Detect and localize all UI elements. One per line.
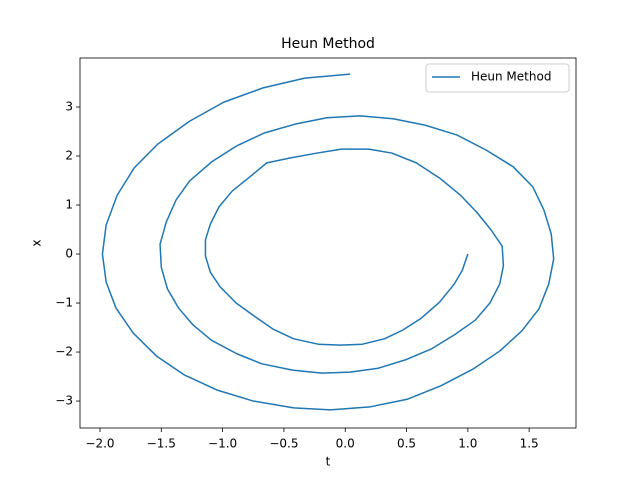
chart-title: Heun Method <box>281 36 375 52</box>
x-axis-label: t <box>326 455 331 469</box>
x-tick-label: 0.0 <box>336 437 355 451</box>
y-tick-label: 0 <box>65 247 73 261</box>
y-tick-label: 2 <box>65 149 73 163</box>
x-tick-label: −2.0 <box>85 437 114 451</box>
y-tick-label: −3 <box>55 394 73 408</box>
x-tick-label: −1.5 <box>147 437 176 451</box>
y-tick-label: −1 <box>55 296 73 310</box>
x-tick-label: −1.0 <box>208 437 237 451</box>
y-tick-label: −2 <box>55 345 73 359</box>
x-tick-label: 0.5 <box>397 437 416 451</box>
x-tick-label: 1.0 <box>458 437 477 451</box>
plot-frame <box>79 57 577 429</box>
legend-label: Heun Method <box>471 70 551 84</box>
x-tick-label: 1.5 <box>520 437 539 451</box>
x-tick-label: −0.5 <box>269 437 298 451</box>
y-axis-label: x <box>30 239 44 246</box>
line-series <box>101 73 555 411</box>
legend-box <box>425 63 570 93</box>
y-tick-label: 1 <box>65 198 73 212</box>
y-tick-label: 3 <box>65 100 73 114</box>
